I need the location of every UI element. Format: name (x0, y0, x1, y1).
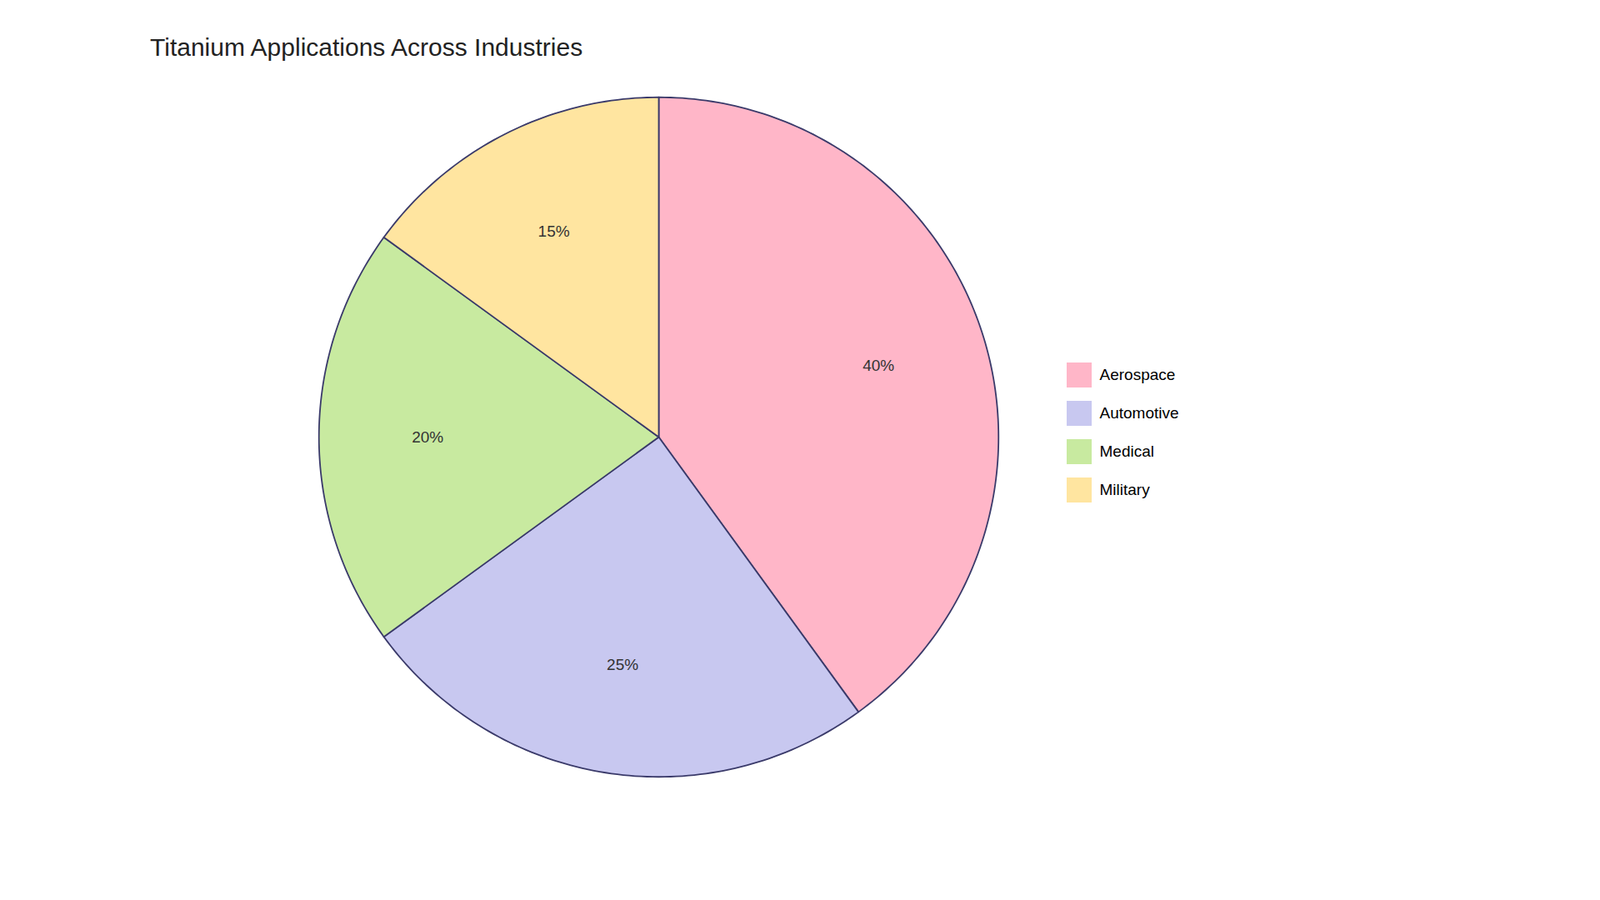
html-text:Titanium Applications Across I: Titanium Applications Across Industries (150, 33, 583, 61)
svg-text:20%: 20% (411, 428, 444, 446)
svg-text:25%: 25% (606, 655, 639, 674)
html-text:Medical: Medical (1099, 442, 1155, 461)
svg-text:15%: 15% (538, 222, 570, 240)
svg-text:40%: 40% (862, 356, 895, 375)
html-text:Military: Military (1099, 481, 1150, 499)
html-text:Aerospace: Aerospace (1099, 366, 1176, 384)
html-text:Automotive: Automotive (1099, 404, 1179, 422)
